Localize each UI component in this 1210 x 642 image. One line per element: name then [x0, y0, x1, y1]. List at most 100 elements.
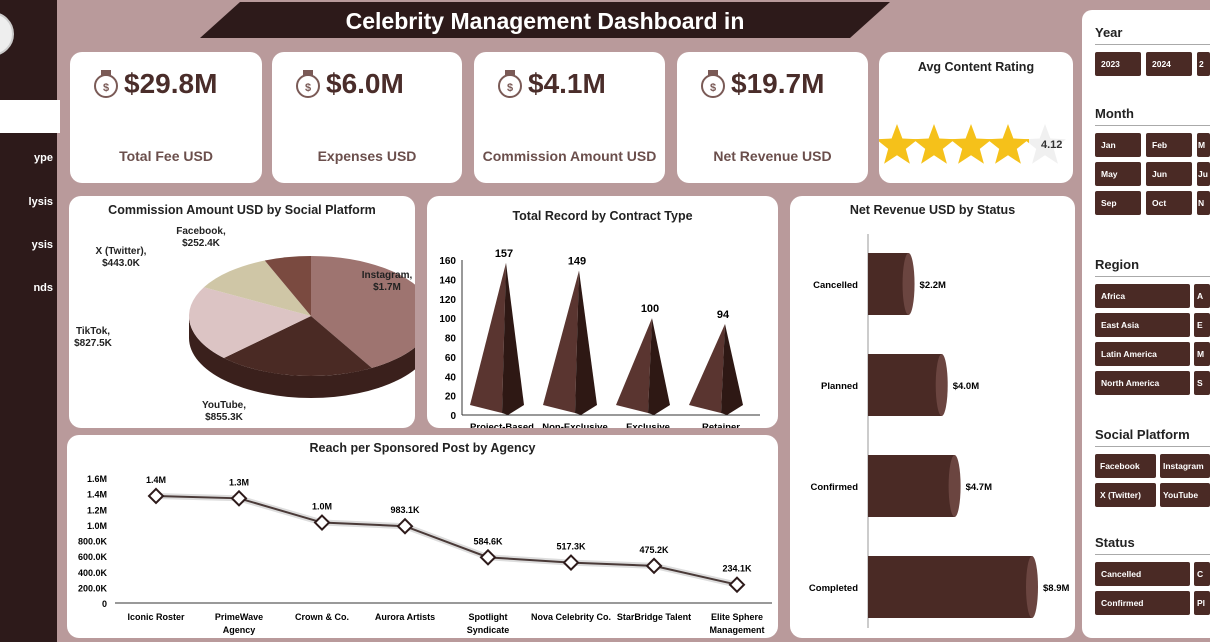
- pie-label: Instagram, $1.7M: [362, 270, 413, 293]
- filter-button-platform[interactable]: Instagram: [1160, 454, 1210, 478]
- pie-label: Facebook, $252.4K: [176, 226, 226, 249]
- filter-title-region: Region: [1095, 257, 1140, 272]
- data-point: [230, 489, 248, 507]
- status-bar: [868, 556, 1032, 618]
- y-tick-label: 600.0K: [78, 552, 108, 562]
- kpi-card: $ $4.1M Commission Amount USD: [474, 52, 665, 183]
- divider: [1095, 276, 1210, 277]
- filter-button-month[interactable]: Ju: [1197, 162, 1210, 186]
- filter-button-region[interactable]: A: [1194, 284, 1210, 308]
- filter-button-region[interactable]: E: [1194, 313, 1210, 337]
- svg-text:$: $: [507, 82, 513, 94]
- pie-label: TikTok, $827.5K: [74, 326, 113, 349]
- y-tick-label: 800.0K: [78, 537, 108, 547]
- filter-button-month[interactable]: Oct: [1146, 191, 1192, 215]
- y-tick-label: Confirmed: [811, 482, 859, 493]
- x-tick-label: Elite Sphere: [711, 612, 763, 622]
- x-tick-label: PrimeWave: [215, 612, 263, 622]
- status-bar-cap: [948, 455, 961, 517]
- pyramid-bar-side: [721, 323, 743, 415]
- divider: [1095, 554, 1210, 555]
- data-label: 149: [568, 256, 586, 268]
- star-icon: [913, 124, 955, 164]
- y-tick-label: 0: [102, 599, 107, 609]
- filter-button-platform[interactable]: Facebook: [1095, 454, 1156, 478]
- rating-card: Avg Content Rating 4.12: [879, 52, 1073, 183]
- chart-title: Reach per Sponsored Post by Agency: [309, 441, 536, 455]
- filter-button-status[interactable]: Pl: [1194, 591, 1210, 615]
- y-tick-label: 100: [439, 314, 456, 325]
- pyramid-chart-card: Total Record by Contract Type 0 20 40 60 80 1…: [427, 196, 778, 428]
- filter-button-region[interactable]: North America: [1095, 371, 1190, 395]
- status-bar-cap: [902, 253, 915, 315]
- y-tick-label: 0: [450, 411, 456, 422]
- filter-button-region[interactable]: Latin America: [1095, 342, 1190, 366]
- sidebar-item-1[interactable]: ype: [34, 152, 53, 164]
- data-label: 157: [495, 248, 513, 260]
- y-tick-label: Cancelled: [813, 280, 858, 291]
- filter-title-platform: Social Platform: [1095, 427, 1190, 442]
- svg-text:$: $: [305, 82, 311, 94]
- filter-title-month: Month: [1095, 106, 1134, 121]
- status-chart-card: Net Revenue USD by Status Cancelled $2.2M…: [790, 196, 1075, 638]
- filter-button-region[interactable]: S: [1194, 371, 1210, 395]
- status-bar-cap: [935, 354, 948, 416]
- line-chart-card: Reach per Sponsored Post by Agency 0 200.…: [67, 435, 778, 638]
- filter-button-status[interactable]: C: [1194, 562, 1210, 586]
- pie-slice-x-twitter-: [203, 260, 311, 316]
- data-label: 1.4M: [146, 475, 166, 485]
- sidebar-item-active[interactable]: [0, 100, 60, 133]
- chart-title: Net Revenue USD by Status: [849, 203, 1016, 217]
- filter-button-region[interactable]: M: [1194, 342, 1210, 366]
- sidebar-item-4[interactable]: nds: [33, 282, 53, 294]
- sidebar-item-2[interactable]: lysis: [28, 196, 53, 208]
- data-label: $2.2M: [920, 280, 946, 291]
- x-tick-label: Management: [709, 625, 764, 635]
- star-rating: [879, 124, 1066, 164]
- pie-slice-instagram: [311, 256, 415, 368]
- star-icon: [987, 124, 1029, 164]
- filter-button-month[interactable]: M: [1197, 133, 1210, 157]
- y-tick-label: 80: [445, 334, 457, 345]
- kpi-label: Commission Amount USD: [482, 148, 657, 164]
- sidebar: [0, 0, 57, 642]
- filter-button-month[interactable]: Jan: [1095, 133, 1141, 157]
- filter-button-status[interactable]: Cancelled: [1095, 562, 1190, 586]
- kpi-value: $4.1M: [528, 68, 606, 99]
- filter-button-month[interactable]: Jun: [1146, 162, 1192, 186]
- rating-value: 4.12: [1041, 139, 1063, 151]
- filter-panel: Year 2023 2024 2 Month Jan Feb M May Jun Ju Sep Oct N…: [1082, 10, 1210, 638]
- filter-button-status[interactable]: Confirmed: [1095, 591, 1190, 615]
- filter-button-month[interactable]: Feb: [1146, 133, 1192, 157]
- filter-button-year[interactable]: 2024: [1146, 52, 1192, 76]
- pie-depth: [189, 316, 415, 398]
- kpi-label: Total Fee USD: [119, 148, 213, 164]
- star-icon: [879, 124, 918, 164]
- filter-button-month[interactable]: Sep: [1095, 191, 1141, 215]
- sidebar-item-3[interactable]: ysis: [31, 239, 53, 251]
- y-tick-label: 40: [445, 372, 457, 383]
- y-tick-label: Planned: [821, 381, 858, 392]
- divider: [1095, 125, 1210, 126]
- filter-button-region[interactable]: Africa: [1095, 284, 1190, 308]
- data-label: $4.7M: [966, 482, 992, 493]
- data-point: [147, 487, 165, 505]
- filter-title-status: Status: [1095, 535, 1135, 550]
- y-tick-label: 160: [439, 256, 456, 267]
- filter-button-region[interactable]: East Asia: [1095, 313, 1190, 337]
- y-tick-label: Completed: [809, 583, 858, 594]
- filter-button-platform[interactable]: X (Twitter): [1095, 483, 1156, 507]
- y-tick-label: 400.0K: [78, 568, 108, 578]
- filter-button-month[interactable]: May: [1095, 162, 1141, 186]
- line-chart: 0 200.0K 400.0K 600.0K 800.0K 1.0M 1.2M 1.4M 1.6…: [78, 474, 772, 635]
- data-label: 983.1K: [390, 505, 420, 515]
- filter-button-year[interactable]: 2023: [1095, 52, 1141, 76]
- filter-button-year[interactable]: 2: [1197, 52, 1210, 76]
- divider: [1095, 44, 1210, 45]
- y-tick-label: 20: [445, 392, 457, 403]
- kpi-card: $ $29.8M Total Fee USD: [70, 52, 262, 183]
- pie-label: YouTube, $855.3K: [202, 400, 246, 423]
- filter-button-platform[interactable]: YouTube: [1160, 483, 1210, 507]
- filter-button-month[interactable]: N: [1197, 191, 1210, 215]
- y-tick-label: 200.0K: [78, 583, 108, 593]
